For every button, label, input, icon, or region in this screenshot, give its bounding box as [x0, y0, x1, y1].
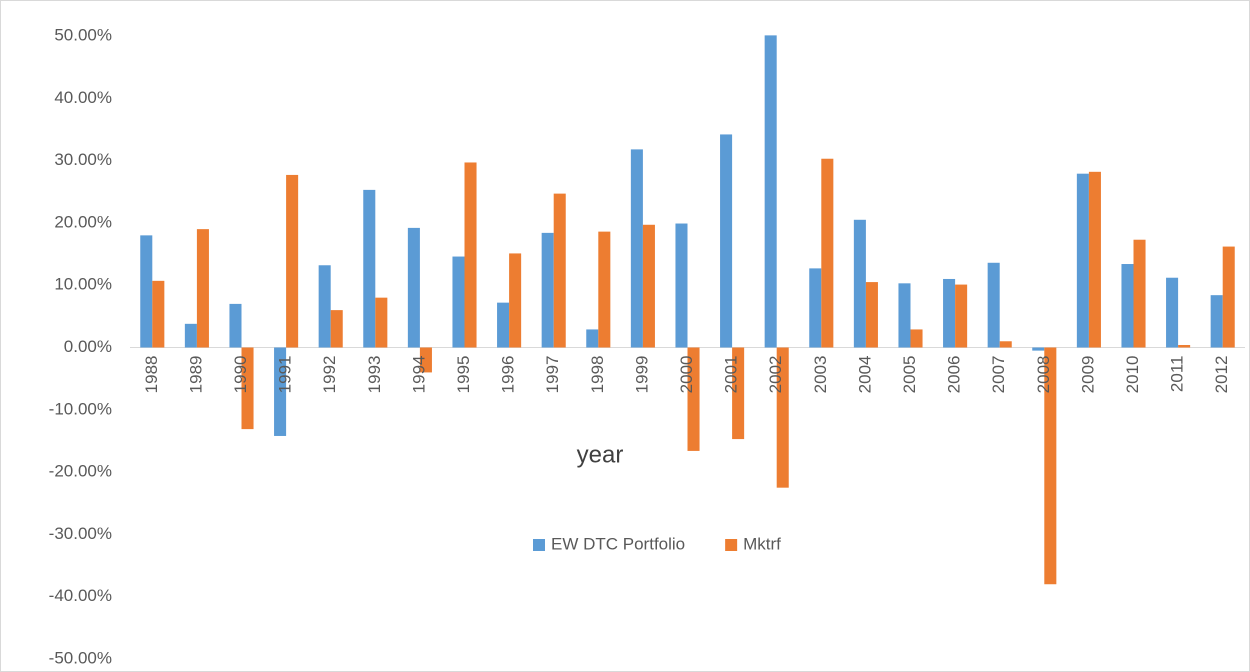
y-tick-label: 40.00%: [54, 88, 112, 107]
bar: [318, 265, 331, 348]
y-tick-label: -40.00%: [49, 586, 112, 605]
y-tick-label: 20.00%: [54, 212, 112, 231]
x-axis-title: year: [577, 441, 624, 468]
bar: [943, 278, 956, 348]
x-tick-label: 1996: [499, 355, 518, 393]
x-tick-label: 2006: [945, 356, 964, 394]
x-tick-label: 2009: [1078, 356, 1097, 394]
y-tick-label: 10.00%: [54, 275, 112, 294]
x-tick-label: 2002: [766, 356, 785, 394]
y-tick-label: -30.00%: [49, 524, 112, 543]
bar: [509, 253, 522, 348]
bar: [152, 280, 165, 348]
x-tick-label: 1994: [409, 356, 428, 394]
x-tick-label: 1999: [632, 356, 651, 394]
bar: [598, 231, 611, 348]
bar: [196, 229, 209, 348]
bar: [375, 297, 388, 348]
bar: [586, 329, 599, 348]
bar: [1133, 239, 1146, 348]
bar: [363, 189, 376, 348]
bar: [732, 347, 745, 440]
bar: [1178, 345, 1191, 348]
x-tick-label: 2012: [1212, 356, 1231, 394]
bar: [241, 347, 254, 430]
bar: [452, 256, 465, 348]
bar: [1121, 264, 1134, 348]
x-tick-label: 2005: [900, 356, 919, 394]
x-tick-label: 1989: [186, 356, 205, 394]
bar: [184, 323, 197, 348]
bar: [553, 193, 566, 348]
bar: [330, 310, 343, 348]
bar: [1032, 347, 1045, 351]
bar: [1088, 171, 1101, 348]
bar: [821, 158, 834, 348]
bar: [853, 219, 866, 348]
bar: [229, 303, 242, 348]
bar: [675, 223, 688, 348]
bar: [407, 227, 420, 348]
bar: [630, 149, 643, 348]
y-tick-label: 50.00%: [54, 25, 112, 44]
bar: [497, 302, 510, 348]
x-tick-label: 1991: [276, 356, 295, 394]
x-tick-label: 1995: [454, 356, 473, 394]
x-tick-label: 2001: [722, 356, 741, 394]
bar: [1210, 295, 1223, 348]
bar: [464, 162, 477, 348]
y-tick-label: -50.00%: [49, 648, 112, 667]
legend-swatch: [533, 539, 545, 551]
x-tick-label: 2008: [1034, 356, 1053, 394]
x-tick-label: 2011: [1168, 356, 1187, 393]
bar: [987, 262, 1000, 348]
bar: [910, 329, 923, 348]
bar: [1222, 246, 1235, 348]
bar: [999, 341, 1012, 348]
bar: [642, 224, 655, 348]
bar: [776, 347, 789, 488]
bar: [419, 347, 432, 373]
bar: [764, 35, 777, 348]
x-tick-label: 1997: [543, 356, 562, 394]
bar: [1076, 173, 1089, 348]
bar: [809, 268, 822, 348]
bar: [1166, 277, 1179, 348]
legend-label: Mktrf: [743, 534, 781, 553]
x-tick-label: 1990: [231, 356, 250, 394]
y-tick-label: 0.00%: [64, 337, 112, 356]
y-tick-label: -20.00%: [49, 462, 112, 481]
x-tick-label: 1998: [588, 356, 607, 394]
x-tick-label: 2010: [1123, 356, 1142, 394]
bar: [541, 232, 554, 348]
legend-swatch: [725, 539, 738, 551]
x-tick-label: 1993: [365, 356, 384, 394]
y-tick-label: 30.00%: [54, 150, 112, 169]
x-tick-label: 2003: [811, 356, 830, 394]
bar: [140, 235, 153, 348]
bar: [687, 347, 700, 451]
bar: [1044, 347, 1057, 585]
bar: [274, 347, 287, 436]
x-tick-label: 2004: [855, 356, 874, 394]
bar: [865, 282, 878, 348]
x-tick-label: 1988: [142, 356, 161, 394]
bar: [286, 174, 299, 348]
bar: [955, 284, 968, 348]
bar: [720, 134, 733, 348]
y-tick-label: -10.00%: [49, 399, 112, 418]
x-tick-label: 2000: [677, 356, 696, 394]
bar: [898, 283, 911, 348]
x-tick-label: 2007: [989, 355, 1008, 393]
x-tick-label: 1992: [320, 356, 339, 394]
legend-label: EW DTC Portfolio: [551, 534, 685, 553]
